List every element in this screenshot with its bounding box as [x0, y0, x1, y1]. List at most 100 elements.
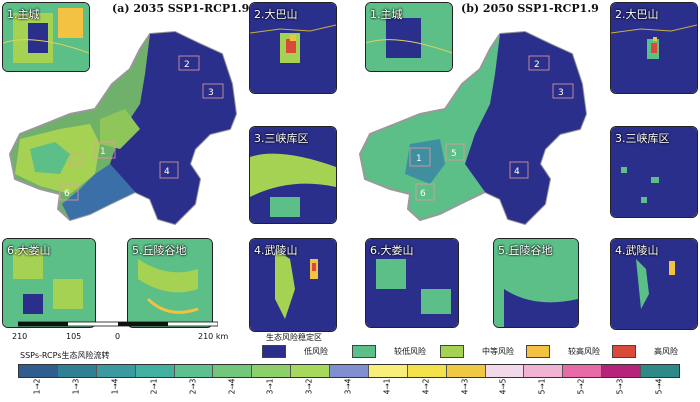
scale-label-105: 105 [66, 332, 82, 341]
scale-bar [18, 321, 218, 327]
legend-swatch-medium [440, 345, 464, 358]
flow-tick-15: 5→3 [600, 376, 639, 402]
right-inset-1-label: 1.主城 [370, 8, 403, 21]
flow-cell-12 [485, 365, 525, 377]
flow-tick-label-2: 1→4 [110, 378, 120, 395]
right-inset-2-dabashan: 2.大巴山 [610, 2, 698, 94]
left-box-label-3: 3 [208, 88, 214, 98]
flow-tick-9: 4→1 [367, 376, 406, 402]
left-box-label-2: 2 [184, 60, 190, 70]
flow-tick-11: 4→3 [445, 376, 484, 402]
right-box-5 [445, 143, 465, 161]
flow-tick-label-9: 4→1 [382, 378, 392, 395]
left-inset-4-label: 4.武陵山 [254, 244, 298, 257]
flow-color-bar [18, 364, 680, 378]
flow-cell-0 [19, 365, 58, 377]
flow-tick-3: 2→1 [134, 376, 173, 402]
legend-swatch-high [612, 345, 636, 358]
flow-tick-label-15: 5→3 [615, 378, 625, 395]
legend-item-lower: 较低风险 [352, 345, 426, 358]
flow-tick-0: 1→2 [18, 376, 57, 402]
right-box-6 [415, 183, 435, 201]
left-inset-1-label: 1.主城 [7, 8, 40, 21]
scale-label-210-km: 210 km [198, 332, 229, 341]
left-box-label-6: 6 [64, 189, 70, 199]
right-inset-5-label: 5.丘陵谷地 [498, 244, 553, 257]
flow-tick-label-4: 2→3 [188, 378, 198, 395]
right-inset-5-hills: 5.丘陵谷地 [493, 238, 579, 328]
left-box-label-1: 1 [100, 147, 106, 157]
right-inset-6-label: 6.大娄山 [370, 244, 414, 257]
right-inset-4-label: 4.武陵山 [615, 244, 659, 257]
right-inset-4-wuling: 4.武陵山 [610, 238, 698, 330]
flow-tick-label-8: 3→4 [343, 378, 353, 395]
legend-item-high: 高风险 [612, 345, 678, 358]
flow-cell-14 [563, 365, 603, 377]
flow-tick-label-11: 4→3 [460, 378, 470, 395]
legend-swatch-low [262, 345, 286, 358]
left-inset-2-label: 2.大巴山 [254, 8, 298, 21]
left-box-3 [202, 83, 224, 99]
right-box-label-3: 3 [558, 88, 564, 98]
flow-cell-1 [57, 365, 97, 377]
right-box-label-4: 4 [514, 167, 520, 177]
legend-item-medium: 中等风险 [440, 345, 514, 358]
flow-tick-8: 3→4 [329, 376, 368, 402]
flow-cell-9 [368, 365, 408, 377]
right-inset-1-main-city: 1.主城 [365, 2, 453, 72]
flow-tick-label-12: 4→5 [498, 378, 508, 395]
flow-tick-13: 5→1 [523, 376, 562, 402]
flow-cell-11 [446, 365, 486, 377]
flow-tick-labels: 1→2 1→3 1→4 2→1 2→3 2→4 3→1 3→2 3→4 4→1 4→2 4→3 4→5 5… [18, 376, 678, 402]
left-panel-header: (a) 2035 SSP1-RCP1.9 [112, 2, 250, 15]
right-box-label-1: 1 [416, 154, 422, 164]
right-main-map: 2 3 1 5 4 6 [358, 30, 588, 226]
flow-tick-label-10: 4→2 [421, 378, 431, 395]
legend-item-higher: 较高风险 [526, 345, 600, 358]
flow-tick-label-3: 2→1 [149, 378, 159, 395]
flow-tick-label-5: 2→4 [227, 378, 237, 395]
left-inset-3-three-gorges: 3.三峡库区 [249, 126, 337, 224]
flow-cell-16 [641, 365, 679, 377]
right-box-label-2: 2 [534, 60, 540, 70]
right-panel-header: (b) 2050 SSP1-RCP1.9 [461, 2, 599, 15]
flow-tick-label-7: 3→2 [304, 378, 314, 395]
right-inset-3-three-gorges: 3.三峡库区 [610, 126, 698, 218]
flow-cell-3 [135, 365, 175, 377]
flow-tick-1: 1→3 [57, 376, 96, 402]
flow-tick-label-1: 1→3 [71, 378, 81, 395]
flow-tick-6: 3→1 [251, 376, 290, 402]
flow-cell-5 [213, 365, 253, 377]
flow-cell-8 [330, 365, 369, 377]
flow-tick-10: 4→2 [406, 376, 445, 402]
right-box-1 [409, 147, 431, 167]
legend-item-low: 低风险 [262, 345, 328, 358]
left-inset-6-dalou: 6.大娄山 [2, 238, 96, 328]
flow-tick-4: 2→3 [173, 376, 212, 402]
legend-swatch-lower [352, 345, 376, 358]
right-box-3 [552, 83, 574, 99]
left-inset-4-wuling: 4.武陵山 [249, 238, 337, 332]
left-main-map: 2 3 1 4 6 [8, 30, 238, 226]
left-inset-5-label: 5.丘陵谷地 [132, 244, 187, 257]
flow-cell-15 [602, 365, 641, 377]
left-inset-3-label: 3.三峡库区 [254, 132, 309, 145]
flow-tick-label-6: 3→1 [265, 378, 275, 395]
flow-cell-2 [96, 365, 136, 377]
scale-label-0: 0 [115, 332, 121, 341]
flow-tick-14: 5→2 [562, 376, 601, 402]
flow-tick-16: 5→4 [639, 376, 678, 402]
flow-title: SSPs-RCPs生态风险流转 [20, 351, 110, 360]
flow-tick-label-0: 1→2 [32, 378, 42, 395]
flow-tick-2: 1→4 [96, 376, 135, 402]
left-box-6 [59, 183, 79, 201]
flow-cell-13 [524, 365, 564, 377]
left-box-label-4: 4 [164, 167, 170, 177]
left-inset-5-hills: 5.丘陵谷地 [127, 238, 213, 328]
left-box-1 [94, 141, 116, 159]
legend-swatch-higher [526, 345, 550, 358]
flow-cell-7 [291, 365, 330, 377]
flow-cell-6 [252, 365, 292, 377]
right-box-label-5: 5 [451, 149, 457, 159]
right-box-2 [528, 55, 550, 71]
